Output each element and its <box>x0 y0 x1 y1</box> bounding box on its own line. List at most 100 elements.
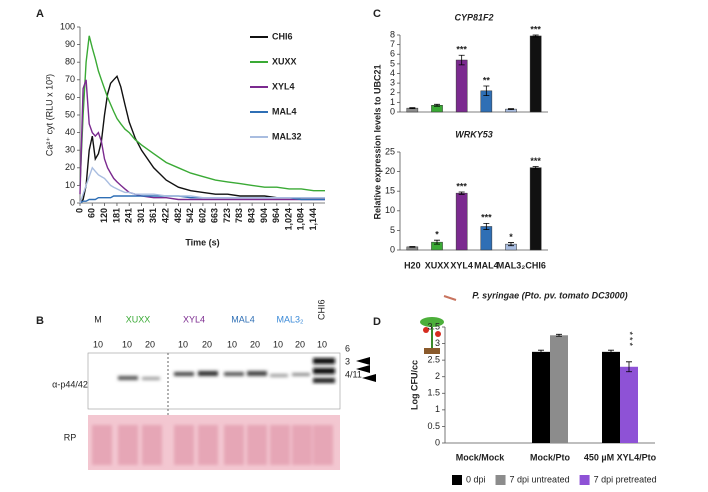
x-tick-label: 783 <box>234 208 244 223</box>
bar <box>529 167 542 251</box>
y-axis-label: Relative expression levels to UBC21 <box>372 64 382 219</box>
x-tick-label: MAL4 <box>474 260 499 270</box>
error-bar <box>409 107 416 110</box>
lane-label: 10 <box>93 339 103 349</box>
x-tick-label: 663 <box>210 208 220 223</box>
chart-title: CYP81F2 <box>454 12 493 22</box>
loading-label: RP <box>64 432 77 442</box>
group-label: M <box>94 314 102 324</box>
x-tick-label: 450 µM XYL4/Pto <box>584 452 657 462</box>
series-line <box>79 74 325 204</box>
error-bar <box>538 349 544 354</box>
legend-swatch <box>579 475 590 485</box>
antibody-label: α-p44/42 <box>52 379 88 389</box>
panel-label: D <box>373 316 381 328</box>
y-tick-label: 1 <box>390 97 395 107</box>
panel-label: A <box>36 8 44 20</box>
x-tick-label: 602 <box>197 208 207 223</box>
error-bar <box>458 54 465 66</box>
y-tick-label: 10 <box>385 205 395 215</box>
legend-label: 7 dpi untreated <box>510 474 570 484</box>
y-tick-label: 8 <box>390 29 395 39</box>
marker-label: 3 <box>345 356 350 366</box>
lane-label: 20 <box>250 339 260 349</box>
lane-label: 20 <box>202 339 212 349</box>
x-tick-label: 904 <box>259 208 269 223</box>
x-tick-label: 181 <box>111 208 121 223</box>
lane-label: 20 <box>145 339 155 349</box>
y-tick-label: 80 <box>65 57 75 67</box>
lane-label: 10 <box>227 339 237 349</box>
marker-label: 6 <box>345 343 350 353</box>
x-tick-label: XYL4 <box>450 260 473 270</box>
significance: *** <box>530 156 541 166</box>
bar <box>532 351 550 443</box>
x-tick-label: 0 <box>74 208 84 213</box>
significance: *** <box>530 24 541 34</box>
marker-label: 4/11 <box>345 369 362 379</box>
y-tick-label: 100 <box>60 21 75 31</box>
x-tick-label: 482 <box>173 208 183 223</box>
significance: *** <box>456 181 467 191</box>
y-tick-label: 7 <box>390 39 395 49</box>
x-tick-label: 542 <box>185 208 195 223</box>
y-tick-label: 2 <box>390 87 395 97</box>
y-tick-label: 1 <box>435 404 440 414</box>
significance: *** <box>625 332 635 349</box>
series-line <box>79 35 325 192</box>
group-label: XUXX <box>126 314 151 324</box>
y-tick-label: 5 <box>390 58 395 68</box>
y-tick-label: 25 <box>385 146 395 156</box>
legend-swatch <box>495 475 506 485</box>
chart-title: WRKY53 <box>455 129 493 139</box>
y-tick-label: 0.5 <box>427 421 440 431</box>
group-label: CHI6 <box>316 299 326 320</box>
legend-label: 7 dpi pretreated <box>594 474 657 484</box>
error-bar <box>483 222 490 231</box>
y-tick-label: 30 <box>65 145 75 155</box>
x-tick-label: XUXX <box>425 260 450 270</box>
y-tick-label: 4 <box>390 68 395 78</box>
significance: * <box>435 230 439 240</box>
error-bar <box>626 361 632 373</box>
x-axis-label: Time (s) <box>185 237 219 247</box>
x-tick-label: 361 <box>148 208 158 223</box>
y-tick-label: 40 <box>65 127 75 137</box>
bar <box>620 366 638 443</box>
legend-label: MAL4 <box>272 106 297 116</box>
x-tick-label: 120 <box>99 208 109 223</box>
y-tick-label: 15 <box>385 186 395 196</box>
y-tick-label: 2.5 <box>427 355 440 365</box>
y-tick-label: 3 <box>390 78 395 88</box>
lane-label: 20 <box>295 339 305 349</box>
blot-panel: B α-p44/42 RP 6 3 4/11 <box>36 315 376 470</box>
y-axis-label: Log CFU/cc <box>409 360 419 410</box>
y-tick-label: 3.5 <box>427 321 440 331</box>
x-tick-label: 422 <box>161 208 171 223</box>
x-tick-label: 964 <box>271 208 281 223</box>
legend-label: CHI6 <box>272 31 293 41</box>
significance: *** <box>481 213 492 223</box>
lane-label: 10 <box>273 339 283 349</box>
chart-title: P. syringae (Pto. pv. tomato DC3000) <box>472 290 627 300</box>
y-tick-label: 90 <box>65 39 75 49</box>
blot-bands <box>118 358 335 383</box>
error-bar <box>434 239 440 245</box>
legend-label: XUXX <box>272 56 297 66</box>
lane-label: 10 <box>122 339 132 349</box>
y-axis-label: Ca²⁺ cyt (RLU x 10³) <box>44 74 54 156</box>
bar <box>455 192 468 251</box>
legend-label: 0 dpi <box>466 474 486 484</box>
error-bar <box>532 166 539 170</box>
tomato-icon <box>420 295 457 354</box>
bar <box>602 351 620 443</box>
significance: *** <box>456 45 467 55</box>
x-tick-label: 1,144 <box>308 208 318 231</box>
series-line <box>79 166 325 204</box>
bar <box>550 335 568 443</box>
error-bar <box>434 103 440 107</box>
y-tick-label: 5 <box>390 225 395 235</box>
y-tick-label: 60 <box>65 92 75 102</box>
x-tick-label: 301 <box>136 208 146 223</box>
